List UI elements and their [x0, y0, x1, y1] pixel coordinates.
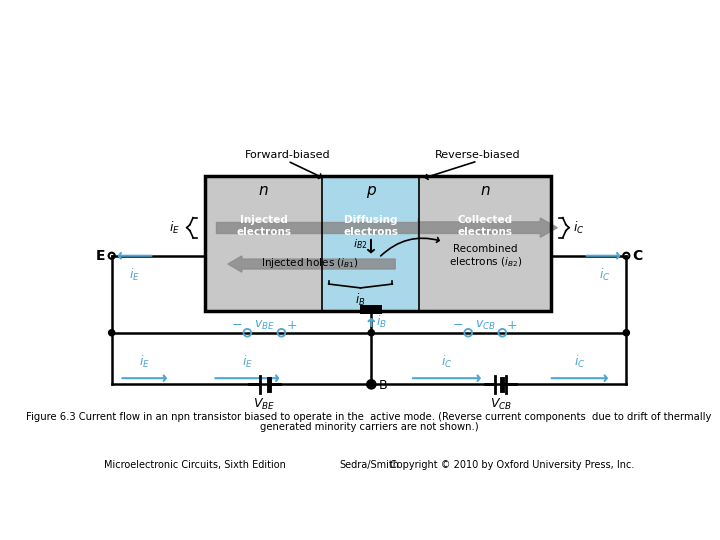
- Text: $i_E$: $i_E$: [169, 220, 180, 235]
- Text: Injected holes ($i_{B1}$): Injected holes ($i_{B1}$): [261, 256, 359, 270]
- Text: $i_B$: $i_B$: [376, 314, 387, 330]
- Bar: [204, 177, 551, 311]
- Text: E: E: [96, 249, 106, 263]
- Text: −: −: [232, 319, 243, 332]
- FancyArrow shape: [418, 218, 557, 237]
- Bar: [420, 177, 551, 311]
- FancyArrow shape: [215, 218, 418, 237]
- Text: −: −: [453, 319, 464, 332]
- Text: +: +: [286, 319, 297, 332]
- Text: $i_C$: $i_C$: [599, 267, 611, 282]
- Text: $i_E$: $i_E$: [242, 354, 253, 370]
- Text: Microelectronic Circuits, Sixth Edition: Microelectronic Circuits, Sixth Edition: [104, 460, 286, 470]
- Text: $V_{CB}$: $V_{CB}$: [490, 397, 512, 412]
- Text: Sedra/Smith: Sedra/Smith: [339, 460, 399, 470]
- Text: $i_C$: $i_C$: [573, 220, 585, 235]
- Text: Copyright © 2010 by Oxford University Press, Inc.: Copyright © 2010 by Oxford University Pr…: [390, 460, 634, 470]
- Text: Recombined
electrons ($i_{B2}$): Recombined electrons ($i_{B2}$): [449, 244, 522, 269]
- Text: B: B: [378, 380, 387, 393]
- Text: $v_{CB}$: $v_{CB}$: [474, 319, 496, 333]
- Bar: [323, 177, 420, 311]
- Text: p: p: [366, 183, 376, 198]
- Text: $V_{BE}$: $V_{BE}$: [253, 397, 276, 412]
- Text: Figure 6.3 Current flow in an npn transistor biased to operate in the  active mo: Figure 6.3 Current flow in an npn transi…: [27, 413, 711, 422]
- Text: Diffusing
electrons: Diffusing electrons: [343, 215, 398, 237]
- Text: C: C: [632, 249, 643, 263]
- Text: $i_C$: $i_C$: [441, 354, 453, 370]
- Bar: [204, 177, 323, 311]
- Text: Collected
electrons: Collected electrons: [458, 215, 513, 237]
- Text: +: +: [507, 319, 518, 332]
- Circle shape: [368, 330, 374, 336]
- Text: $i_B$: $i_B$: [355, 292, 366, 308]
- Text: Reverse-biased: Reverse-biased: [435, 150, 521, 160]
- Bar: [361, 305, 382, 314]
- Circle shape: [368, 381, 374, 387]
- Text: generated minority carriers are not shown.): generated minority carriers are not show…: [260, 422, 478, 431]
- Text: $i_E$: $i_E$: [130, 267, 140, 282]
- Text: Injected
electrons: Injected electrons: [236, 215, 291, 237]
- FancyArrow shape: [228, 256, 395, 272]
- Text: $i_E$: $i_E$: [139, 354, 150, 370]
- Circle shape: [624, 330, 629, 336]
- Text: n: n: [480, 183, 490, 198]
- Circle shape: [109, 330, 114, 336]
- Text: $v_{BE}$: $v_{BE}$: [254, 319, 275, 333]
- Text: Forward-biased: Forward-biased: [245, 150, 330, 160]
- Text: $i_C$: $i_C$: [574, 354, 585, 370]
- Text: $i_{B2}$: $i_{B2}$: [354, 238, 368, 251]
- Text: n: n: [258, 183, 269, 198]
